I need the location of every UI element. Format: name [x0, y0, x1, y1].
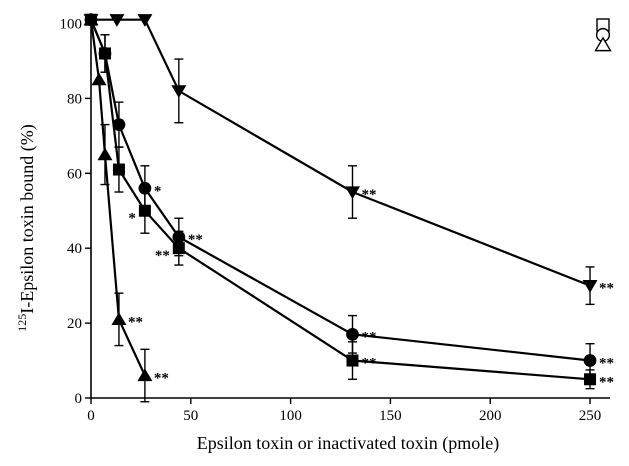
data-point-triangle-up [97, 147, 113, 161]
x-tick-label: 100 [279, 408, 302, 424]
data-point-circle [346, 327, 359, 341]
data-point-triangle-down [344, 186, 360, 200]
y-tick-label: 0 [75, 391, 83, 407]
x-tick-label: 250 [579, 408, 602, 424]
significance-label: ** [599, 281, 614, 297]
y-tick-label: 100 [60, 16, 83, 32]
significance-label: ** [599, 374, 614, 390]
significance-label: ** [128, 314, 143, 330]
series-markers [83, 12, 598, 386]
x-tick-label: 50 [183, 408, 198, 424]
data-point-circle [138, 181, 152, 195]
data-point-square [172, 242, 185, 255]
data-point-triangle-up [111, 312, 127, 325]
data-point-square [584, 373, 597, 386]
series-lines [89, 18, 591, 381]
series-line-circle [89, 19, 591, 362]
y-tick-label: 80 [67, 91, 82, 107]
series-line-triangle-down [91, 18, 591, 287]
x-tick-label: 200 [479, 408, 502, 424]
data-point-triangle-up [137, 368, 153, 382]
series-line-square [89, 19, 591, 381]
y-tick-label: 60 [67, 166, 82, 182]
x-tick-label: 0 [87, 408, 95, 424]
significance-label: * [154, 183, 162, 199]
significance-label: ** [599, 356, 614, 372]
data-point-square [346, 354, 359, 367]
significance-labels: ********************** [128, 183, 614, 390]
data-point-triangle-up [83, 12, 99, 26]
data-point-triangle-down [137, 14, 153, 27]
significance-label: ** [361, 329, 376, 345]
y-axis-title: 125I-Epsilon toxin bound (%) [15, 124, 38, 331]
significance-label: ** [361, 187, 376, 203]
data-point-triangle-up [91, 72, 107, 86]
legend [594, 18, 612, 52]
data-point-triangle-down [109, 14, 125, 27]
y-tick-label: 20 [67, 316, 82, 332]
significance-label: ** [361, 356, 376, 372]
y-axis-title-text: I-Epsilon toxin bound (%) [17, 124, 38, 313]
data-point-square [112, 163, 125, 176]
data-point-triangle-down [582, 280, 598, 293]
y-tick-label: 40 [67, 241, 82, 257]
data-point-circle [112, 118, 126, 131]
data-point-circle [172, 230, 186, 244]
x-axis-title: Epsilon toxin or inactivated toxin (pmol… [197, 433, 499, 454]
significance-label: * [128, 211, 136, 227]
data-point-circle [583, 354, 597, 367]
significance-label: ** [188, 232, 203, 248]
x-tick-label: 150 [379, 408, 402, 424]
legend-symbol-triangle-up-open [594, 36, 612, 52]
significance-label: ** [155, 248, 170, 264]
data-point-triangle-down [171, 85, 187, 99]
significance-label: ** [154, 371, 169, 387]
data-point-square [98, 47, 111, 60]
axes: 0 20 40 60 80 100 0 50 100 150 200 250 [60, 16, 610, 424]
data-point-square [138, 204, 151, 217]
y-axis-title-superscript: 125 [15, 314, 29, 332]
